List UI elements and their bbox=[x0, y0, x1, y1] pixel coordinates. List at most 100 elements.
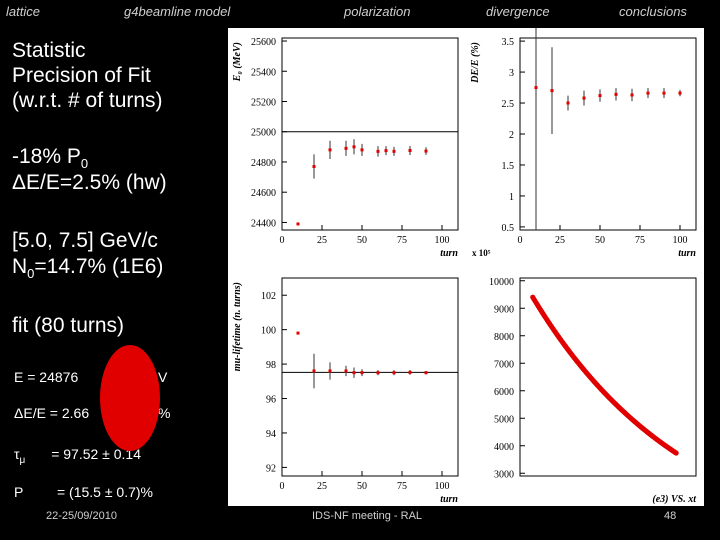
x-tick-label: 100 bbox=[435, 481, 450, 492]
x-axis-label: turn bbox=[440, 494, 458, 505]
data-point bbox=[344, 369, 348, 373]
data-point bbox=[344, 146, 348, 150]
plot-frame bbox=[519, 277, 697, 477]
data-point bbox=[312, 165, 316, 169]
x-axis-label: (e3) VS. xt bbox=[652, 494, 697, 505]
plot-frame bbox=[281, 277, 459, 477]
n0-prefix: N bbox=[12, 255, 28, 278]
n0-line: N0=14.7% (1E6) bbox=[12, 254, 163, 286]
footer-date: 22-25/09/2010 bbox=[46, 510, 117, 522]
x-axis-label: turn bbox=[440, 248, 458, 259]
y-tick-label: 25200 bbox=[251, 97, 276, 108]
y-axis-label: mu-lifetime (n. turns) bbox=[232, 282, 243, 371]
nav-conclusions[interactable]: conclusions bbox=[619, 4, 687, 19]
data-point bbox=[296, 331, 300, 335]
y-axis-label: E₀ (MeV) bbox=[232, 42, 243, 82]
y-tick-label: 24600 bbox=[251, 188, 276, 199]
y-tick-label: 2.5 bbox=[502, 99, 515, 110]
data-point bbox=[296, 222, 300, 226]
data-point bbox=[550, 89, 554, 93]
polarization-line: -18% P0 bbox=[12, 144, 88, 176]
nav-divergence[interactable]: divergence bbox=[486, 4, 550, 19]
lifetime-plot-svg: 92 94 96 98 100 102 0 25 50 75 100 turn mu-lifetime … bbox=[232, 277, 459, 505]
x-tick-label: 0 bbox=[280, 481, 285, 492]
x-tick-label: 75 bbox=[635, 235, 645, 246]
p0-subscript: 0 bbox=[80, 156, 89, 172]
y-tick-label: 2 bbox=[509, 130, 514, 141]
axis-multiplier-note: x 10⁵ bbox=[472, 248, 491, 258]
y-tick-label: 100 bbox=[261, 326, 276, 337]
footer-meeting: IDS-NF meeting - RAL bbox=[312, 510, 423, 522]
data-point bbox=[598, 94, 602, 98]
plots-panel: 24400 24600 24800 25000 25200 25400 25600 0 25 50… bbox=[228, 28, 704, 506]
data-point bbox=[614, 92, 618, 96]
y-tick-label: 5000 bbox=[494, 414, 514, 425]
data-point bbox=[424, 149, 428, 153]
x-tick-label: 75 bbox=[397, 481, 407, 492]
x-tick-label: 0 bbox=[518, 235, 523, 246]
data-point bbox=[376, 149, 380, 153]
tau-line: τμ = 97.52 ± 0.14 bbox=[14, 446, 141, 466]
y-tick-label: 7000 bbox=[494, 359, 514, 370]
title-line-3: (w.r.t. # of turns) bbox=[12, 89, 163, 112]
y-tick-label: 102 bbox=[261, 291, 276, 302]
nav-polarization[interactable]: polarization bbox=[344, 4, 411, 19]
data-point bbox=[328, 148, 332, 152]
y-tick-label: 3000 bbox=[494, 469, 514, 480]
slide-title: Statistic Precision of Fit (w.r.t. # of … bbox=[12, 38, 163, 113]
x-tick-label: 50 bbox=[357, 235, 367, 246]
de-fit-tail: % bbox=[158, 405, 171, 421]
data-point bbox=[328, 369, 332, 373]
y-tick-label: 0.5 bbox=[502, 223, 515, 234]
x-tick-label: 50 bbox=[595, 235, 605, 246]
y-tick-label: 1 bbox=[509, 192, 514, 203]
tau-value: = 97.52 ± 0.14 bbox=[51, 446, 141, 462]
x-tick-label: 100 bbox=[673, 235, 688, 246]
energy-spread-plot: 0.5 1 1.5 2 2.5 3 3.5 0 25 50 75 100 turn DE/E (%) x 1… bbox=[466, 28, 704, 260]
data-point bbox=[360, 148, 364, 152]
data-point bbox=[566, 101, 570, 105]
energy-spread-plot-svg: 0.5 1 1.5 2 2.5 3 3.5 0 25 50 75 100 turn DE/E (%) x 1… bbox=[470, 28, 697, 259]
x-tick-label: 100 bbox=[435, 235, 450, 246]
y-tick-label: 96 bbox=[266, 395, 276, 406]
p-line: P = (15.5 ± 0.7)% bbox=[14, 484, 153, 500]
n0-rest: =14.7% (1E6) bbox=[34, 255, 164, 278]
red-oval-overlay bbox=[100, 345, 160, 451]
y-tick-label: 24800 bbox=[251, 158, 276, 169]
y-tick-label: 1.5 bbox=[502, 161, 515, 172]
y-tick-label: 9000 bbox=[494, 304, 514, 315]
data-point bbox=[630, 93, 634, 97]
y-tick-label: 3 bbox=[509, 68, 514, 79]
y-tick-label: 3.5 bbox=[502, 37, 515, 48]
x-tick-label: 75 bbox=[397, 235, 407, 246]
title-line-1: Statistic bbox=[12, 39, 86, 62]
x-tick-label: 25 bbox=[317, 235, 327, 246]
energy-spread-line: ΔE/E=2.5% (hw) bbox=[12, 171, 167, 194]
data-point bbox=[646, 91, 650, 95]
data-point bbox=[678, 91, 682, 95]
data-point bbox=[376, 371, 380, 375]
energy-fit-unit-tail: V bbox=[158, 369, 168, 385]
data-point bbox=[392, 371, 396, 375]
y-tick-label: 98 bbox=[266, 360, 276, 371]
data-point bbox=[534, 86, 538, 90]
data-point bbox=[352, 145, 356, 149]
footer-page-number: 48 bbox=[664, 510, 677, 522]
de-fit-line: ΔE/E = 2.66 bbox=[14, 405, 90, 421]
data-point bbox=[312, 369, 316, 373]
decay-plot: 3000 4000 5000 6000 7000 8000 9000 10000 (e3) VS… bbox=[466, 268, 704, 506]
data-point bbox=[384, 149, 388, 153]
x-tick-label: 25 bbox=[555, 235, 565, 246]
y-tick-label: 94 bbox=[266, 429, 276, 440]
nav-g4beamline-model[interactable]: g4beamline model bbox=[124, 4, 231, 19]
p-value: = (15.5 ± 0.7)% bbox=[56, 484, 153, 500]
y-tick-label: 25400 bbox=[251, 67, 276, 78]
plot-frame bbox=[281, 37, 459, 231]
decay-plot-svg: 3000 4000 5000 6000 7000 8000 9000 10000 (e3) VS… bbox=[489, 277, 697, 505]
y-tick-label: 8000 bbox=[494, 332, 514, 343]
n0-subscript: 0 bbox=[27, 266, 35, 282]
nav-lattice[interactable]: lattice bbox=[6, 4, 40, 19]
energy-plot: 24400 24600 24800 25000 25200 25400 25600 0 25 50… bbox=[228, 28, 466, 260]
plot-frame bbox=[519, 37, 697, 231]
y-tick-label: 92 bbox=[266, 463, 276, 474]
